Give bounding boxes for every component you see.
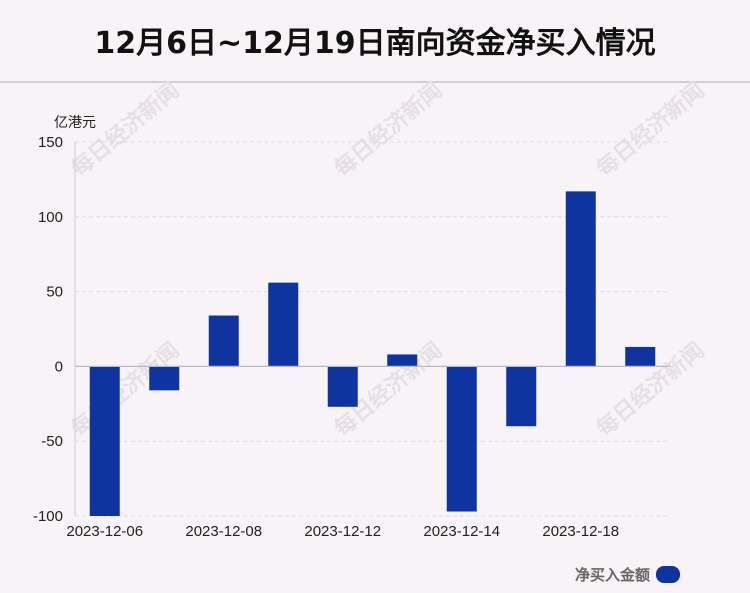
y-tick-label: -50	[41, 433, 63, 450]
y-tick-label: 0	[55, 358, 63, 375]
y-tick-label: 150	[38, 134, 63, 151]
watermark: 每日经济新闻	[592, 77, 710, 182]
bar	[506, 366, 537, 427]
x-tick-label: 2023-12-06	[66, 523, 143, 540]
bar	[446, 366, 477, 512]
bar	[387, 354, 418, 367]
bar	[268, 282, 299, 367]
bar	[565, 191, 596, 367]
x-tick-label: 2023-12-18	[542, 523, 619, 540]
legend-swatch	[656, 566, 681, 583]
y-tick-label: 100	[38, 209, 63, 226]
bar	[149, 366, 180, 391]
x-tick-label: 2023-12-12	[304, 523, 381, 540]
chart-title: 12月6日~12月19日南向资金净买入情况	[94, 26, 656, 61]
bar	[208, 315, 239, 367]
legend-label: 净买入金额	[575, 566, 651, 584]
title-divider	[0, 81, 750, 83]
x-tick-label: 2023-12-14	[423, 523, 500, 540]
bar	[327, 366, 358, 407]
watermark: 每日经济新闻	[330, 77, 448, 182]
x-tick-label: 2023-12-08	[185, 523, 262, 540]
watermark: 每日经济新闻	[67, 77, 185, 182]
bar	[89, 366, 120, 516]
y-axis-unit-label: 亿港元	[54, 115, 96, 131]
y-tick-label: -100	[33, 508, 63, 525]
bar	[625, 346, 656, 367]
legend: 净买入金额	[575, 564, 681, 585]
y-tick-label: 50	[46, 284, 63, 301]
